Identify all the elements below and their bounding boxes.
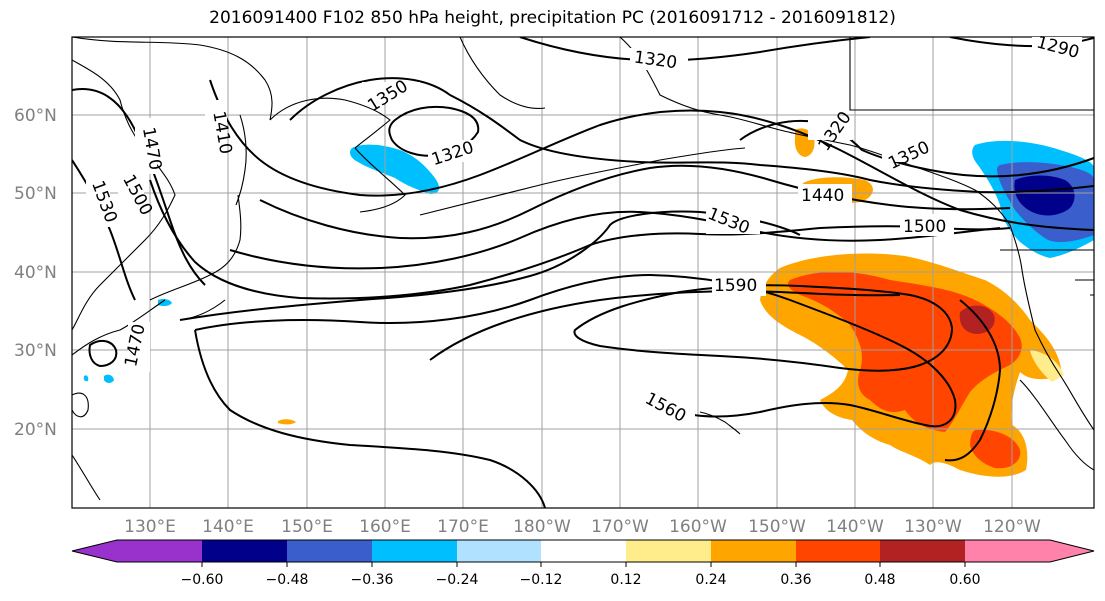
colorbar-tick-label: −0.60 (181, 572, 224, 588)
precip-spot-west (158, 299, 172, 307)
lat-label: 20°N (14, 420, 57, 440)
colorbar-swatch (372, 540, 457, 562)
colorbar-tick-label: −0.48 (266, 572, 309, 588)
colorbar-tick-label: 0.60 (949, 572, 980, 588)
precip-neg-kamchatka (350, 144, 440, 194)
colorbar-swatch (287, 540, 372, 562)
lon-label: 160°W (669, 517, 727, 537)
colorbar-swatch (711, 540, 796, 562)
colorbar-extend-low (72, 540, 202, 562)
map-border (71, 36, 1095, 509)
lat-label: 40°N (14, 263, 57, 283)
lon-label: 170°W (591, 517, 649, 537)
lon-label: 140°E (202, 517, 254, 537)
contour-sw-loop (88, 339, 118, 368)
longitude-labels: 130°E 140°E 150°E 160°E 170°E 180°W 170°… (124, 517, 1041, 537)
colorbar-tick-label: 0.36 (780, 572, 811, 588)
coast-hawaii (699, 411, 741, 435)
contour-1410 (209, 79, 1094, 231)
precip-spot-sw2 (83, 375, 89, 382)
colorbar-tick-label: 0.24 (695, 572, 726, 588)
colorbar-swatch (880, 540, 965, 562)
lon-label: 160°E (359, 517, 411, 537)
coast-sakhalin (235, 114, 247, 206)
contour-1530 (179, 210, 801, 321)
lon-label: 120°W (983, 517, 1041, 537)
colorbar-swatch (457, 540, 541, 562)
contour-1530-west (72, 159, 136, 301)
colorbar-tick-label: −0.24 (436, 572, 479, 588)
colorbar-tick-label: 0.12 (610, 572, 641, 588)
colorbar-tick-label: −0.12 (520, 572, 563, 588)
contour-1350 (289, 77, 1094, 194)
lat-label: 60°N (14, 106, 57, 126)
colorbar-swatch (202, 540, 287, 562)
lon-label: 150°E (281, 517, 333, 537)
contour-1590-outer (429, 290, 901, 361)
colorbar-tick-label: −0.36 (351, 572, 394, 588)
precip-spot-south (278, 419, 296, 425)
contour-1440 (259, 164, 1011, 240)
latitude-labels: 60°N 50°N 40°N 30°N 20°N (14, 106, 57, 440)
contour-1320-gulf (739, 119, 1094, 178)
coast-asia (72, 59, 176, 331)
lat-label: 50°N (14, 184, 57, 204)
map-title: 2016091400 F102 850 hPa height, precipit… (209, 8, 896, 28)
precip-area-yellow-edge (1030, 350, 1064, 382)
coast-mexico (1019, 379, 1094, 471)
contour-1560 (194, 273, 957, 508)
colorbar: −0.60 −0.48 −0.36 −0.24 −0.12 0.12 0.24 … (71, 539, 1095, 588)
coast-northam (1009, 224, 1094, 431)
lon-label: 170°E (437, 517, 489, 537)
colorbar-swatch (626, 540, 711, 562)
coast-bering (459, 37, 546, 109)
contour-1320-north (519, 37, 871, 62)
precip-spot-sw (104, 374, 114, 383)
height-contours (72, 37, 1094, 508)
lat-label: 30°N (14, 341, 57, 361)
coast-okhotsk (199, 44, 273, 121)
coast-korea-china (72, 299, 166, 418)
boundary-canada-us (849, 37, 1094, 296)
coast-kamchatka (72, 37, 406, 213)
lon-label: 130°W (904, 517, 962, 537)
colorbar-tick-label: 0.48 (864, 572, 895, 588)
contour-1560-east (944, 299, 1002, 462)
colorbar-swatch (541, 540, 626, 562)
contour-label: 1440 (801, 186, 844, 206)
lon-label: 180°W (513, 517, 571, 537)
coast-philippines (72, 454, 101, 501)
lon-label: 150°W (748, 517, 806, 537)
contour-label: 1590 (714, 276, 757, 296)
contour-1470 (229, 210, 1001, 270)
contour-label: 1500 (903, 217, 946, 237)
lon-label: 140°W (826, 517, 884, 537)
coast-aleutians (419, 147, 746, 216)
colorbar-extend-high (965, 540, 1094, 562)
precip-neg-darkblue (1014, 175, 1075, 216)
lon-label: 130°E (124, 517, 176, 537)
precip-area-red-south (970, 429, 1021, 469)
colorbar-swatch (796, 540, 880, 562)
